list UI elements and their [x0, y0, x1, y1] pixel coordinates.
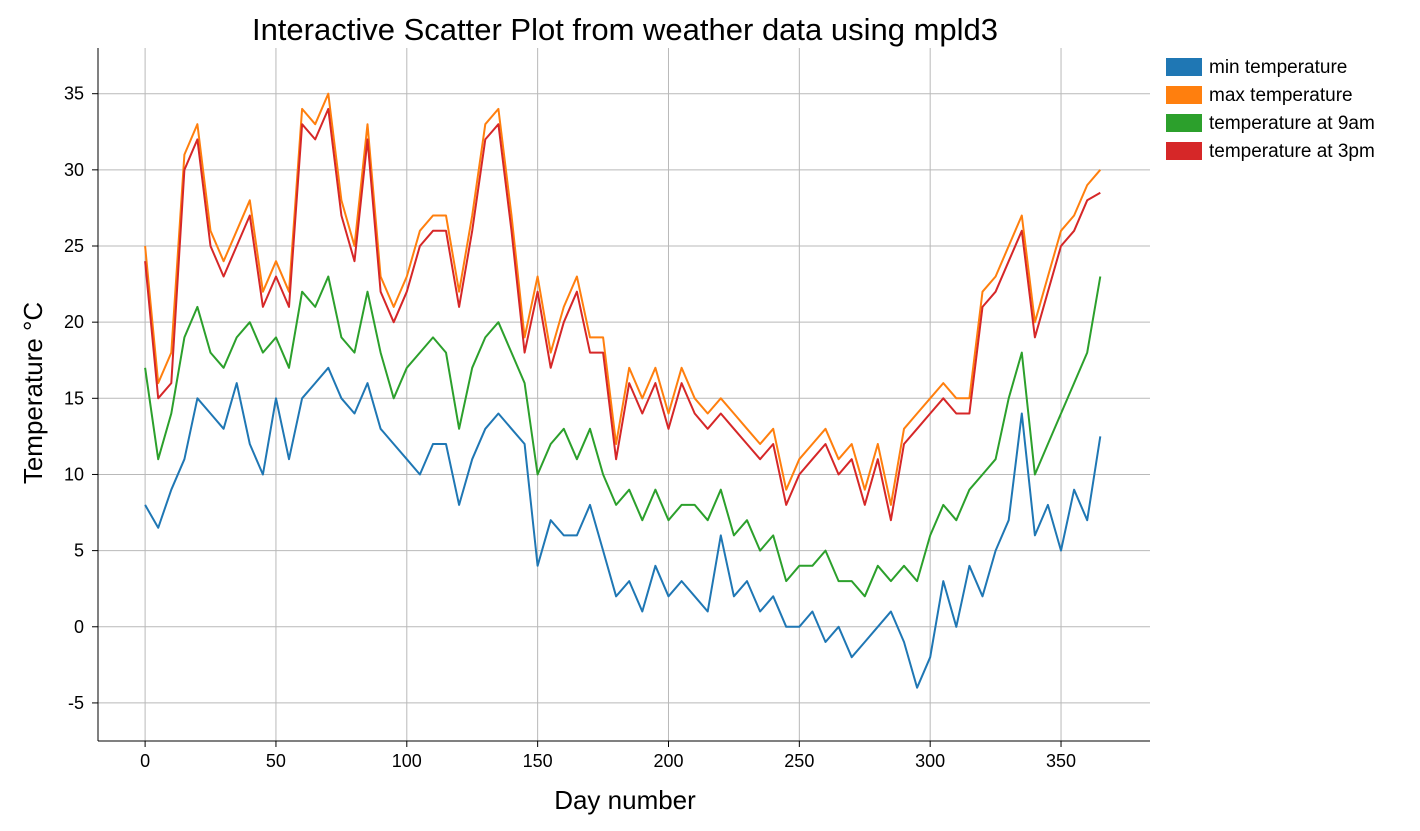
y-tick-label: 35 [64, 84, 84, 104]
y-tick-label: 5 [74, 541, 84, 561]
legend-swatch[interactable] [1166, 114, 1202, 132]
x-tick-label: 350 [1046, 751, 1076, 771]
y-tick-label: 0 [74, 617, 84, 637]
axes: 0 50 100 150 200 250 300 350 -5 0 5 10 15 20 25 30 35 [64, 48, 1150, 771]
x-tick-label: 100 [392, 751, 422, 771]
y-tick-label: 10 [64, 464, 84, 484]
legend-label[interactable]: temperature at 9am [1209, 113, 1375, 134]
x-tick-label: 200 [653, 751, 683, 771]
x-axis-label: Day number [554, 785, 696, 815]
y-tick-label: -5 [68, 693, 84, 713]
legend[interactable]: min temperature max temperature temperatur… [1166, 57, 1375, 162]
y-tick-label: 20 [64, 312, 84, 332]
series-line-temperature-at-3pm[interactable] [144, 107, 1101, 522]
legend-swatch[interactable] [1166, 58, 1202, 76]
y-tick-label: 30 [64, 160, 84, 180]
legend-swatch[interactable] [1166, 86, 1202, 104]
x-tick-label: 50 [266, 751, 286, 771]
legend-label[interactable]: max temperature [1209, 85, 1353, 106]
legend-swatch[interactable] [1166, 142, 1202, 160]
y-tick-label: 15 [64, 388, 84, 408]
x-tick-label: 150 [523, 751, 553, 771]
x-tick-label: 0 [140, 751, 150, 771]
y-axis-label: Temperature °C [18, 302, 48, 484]
series-line-min-temperature[interactable] [144, 366, 1102, 689]
series-line-temperature-at-9am[interactable] [144, 275, 1102, 598]
x-tick-label: 250 [784, 751, 814, 771]
y-tick-label: 25 [64, 236, 84, 256]
legend-label[interactable]: min temperature [1209, 57, 1347, 78]
series-lines[interactable] [144, 92, 1102, 689]
legend-label[interactable]: temperature at 3pm [1209, 141, 1375, 162]
chart-title: Interactive Scatter Plot from weather da… [252, 12, 998, 47]
series-line-max-temperature[interactable] [144, 92, 1102, 506]
x-tick-label: 300 [915, 751, 945, 771]
